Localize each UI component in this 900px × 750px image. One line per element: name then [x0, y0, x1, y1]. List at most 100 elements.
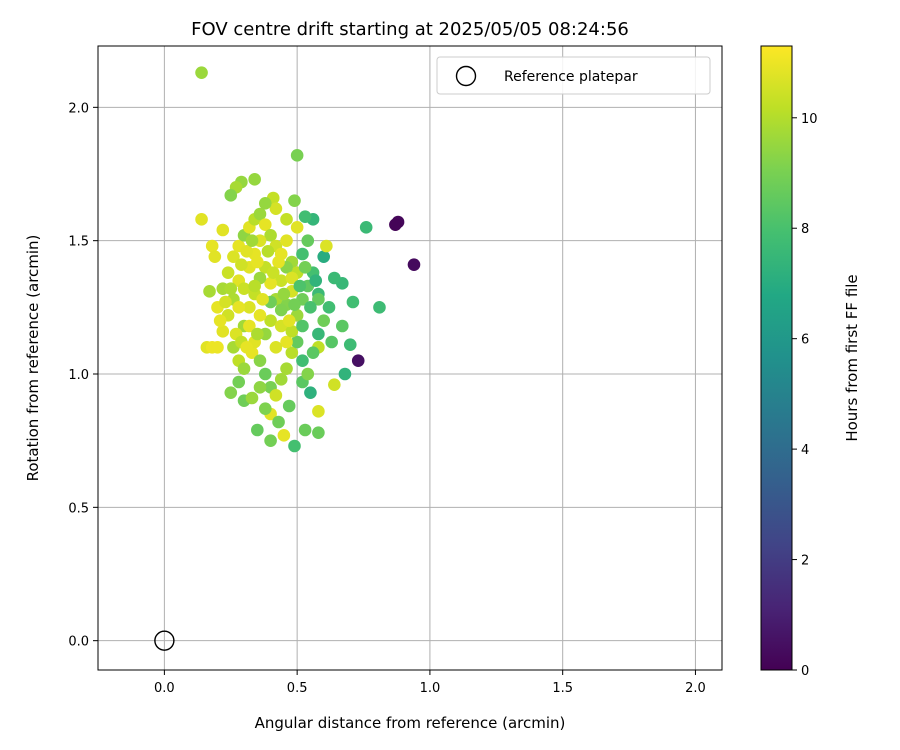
data-point [227, 250, 240, 263]
x-tick-label: 1.5 [552, 681, 573, 696]
colorbar-tick-label: 2 [801, 554, 809, 569]
data-point [290, 221, 304, 234]
data-point [240, 341, 253, 354]
data-point [290, 335, 304, 349]
data-point [253, 207, 267, 221]
data-point [208, 250, 222, 263]
x-tick-label: 1.0 [420, 681, 441, 696]
data-point [261, 245, 275, 258]
data-point [258, 218, 272, 231]
data-point [232, 375, 246, 389]
data-point [269, 341, 283, 354]
data-point [304, 386, 317, 399]
data-point [359, 221, 373, 234]
data-point [293, 279, 307, 293]
data-point [312, 327, 325, 341]
data-point [258, 402, 272, 415]
data-point [343, 338, 357, 351]
data-point [309, 274, 323, 287]
colorbar-tick-label: 4 [801, 443, 809, 458]
chart-title: FOV centre drift starting at 2025/05/05 … [191, 19, 629, 40]
data-points [195, 66, 421, 453]
data-point [243, 319, 256, 333]
data-point [248, 279, 261, 293]
data-point [317, 250, 331, 263]
colorbar-tick-label: 10 [801, 112, 818, 127]
data-point [351, 354, 365, 367]
data-point [298, 210, 312, 223]
legend-entry-reference: Reference platepar [504, 69, 638, 85]
data-point [285, 271, 299, 285]
legend-box [436, 56, 711, 95]
data-point [288, 439, 301, 453]
reference-platepar-marker [154, 630, 175, 651]
data-point [269, 389, 283, 402]
gridlines [98, 46, 722, 670]
data-point [272, 255, 285, 269]
y-axis-ticks: 0.0 0.5 1.0 1.5 2.0 [68, 101, 98, 650]
data-point [328, 378, 341, 391]
data-point [251, 327, 264, 341]
data-point [285, 325, 299, 338]
data-point [251, 255, 264, 269]
data-point [216, 325, 230, 338]
data-point [205, 239, 219, 253]
data-point [280, 234, 293, 247]
data-point [224, 189, 238, 202]
x-axis-label: Angular distance from reference (arcmin) [255, 714, 566, 732]
data-point [325, 335, 338, 349]
y-tick-label: 0.0 [68, 635, 89, 650]
data-point [274, 274, 288, 287]
data-point [338, 367, 352, 381]
data-point [280, 335, 293, 349]
data-point [253, 354, 267, 367]
data-point [258, 367, 272, 381]
colorbar-tick-label: 6 [801, 333, 809, 348]
data-point [245, 391, 259, 405]
x-tick-label: 0.0 [154, 681, 175, 696]
data-point [195, 66, 208, 79]
y-tick-label: 0.5 [68, 501, 89, 516]
data-point [253, 381, 267, 394]
data-point [282, 314, 296, 327]
data-point [213, 314, 227, 327]
data-point [274, 303, 288, 317]
legend: Reference platepar [436, 56, 711, 95]
y-axis-label: Rotation from reference (arcmin) [24, 235, 42, 482]
data-point [224, 386, 238, 399]
data-point [264, 277, 277, 290]
y-tick-label: 1.0 [68, 368, 89, 383]
data-point [296, 247, 309, 261]
data-point [373, 301, 386, 314]
x-tick-label: 2.0 [685, 681, 706, 696]
data-point [301, 367, 315, 381]
data-point [235, 258, 248, 271]
data-point [264, 229, 277, 242]
x-axis-ticks: 0.0 0.5 1.0 1.5 2.0 [154, 670, 706, 696]
data-point [322, 301, 336, 314]
data-point [317, 314, 331, 327]
data-point [277, 429, 291, 442]
colorbar [760, 45, 793, 671]
data-point [203, 285, 216, 298]
data-point [195, 213, 208, 226]
data-point [304, 301, 317, 314]
data-point [256, 293, 269, 306]
data-point [221, 266, 235, 279]
data-point [288, 194, 301, 207]
data-point [288, 298, 301, 311]
y-tick-label: 1.5 [68, 235, 89, 250]
data-point [407, 258, 421, 271]
data-point [253, 309, 267, 322]
data-point [298, 261, 312, 274]
data-point [266, 266, 280, 279]
data-point [312, 405, 325, 418]
colorbar-label: Hours from first FF file [843, 274, 861, 441]
data-point [219, 295, 232, 309]
data-point [280, 362, 293, 375]
data-point [328, 271, 341, 285]
data-point [346, 295, 360, 309]
data-point [237, 282, 251, 295]
data-point [245, 234, 259, 247]
